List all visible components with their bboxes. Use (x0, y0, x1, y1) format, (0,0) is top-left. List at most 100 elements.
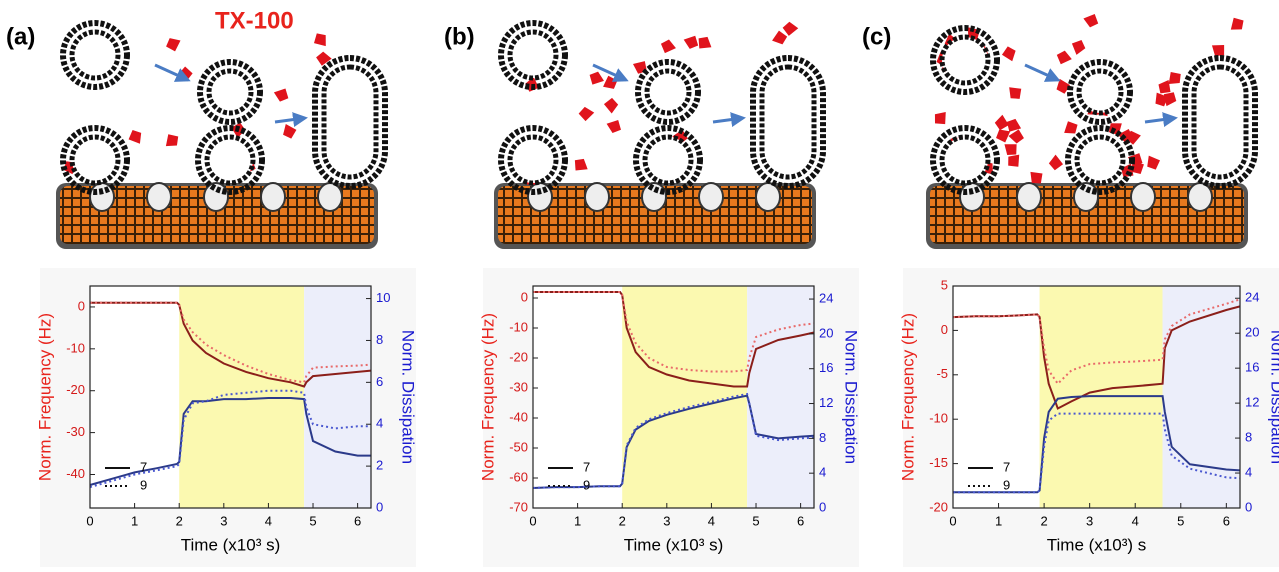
y-tick-label: -20 (66, 382, 85, 397)
vesicle-inner (1076, 68, 1124, 116)
illustrations (56, 13, 1258, 249)
x-axis-label: Time (x10³ s) (181, 535, 281, 554)
shaded-region (747, 286, 814, 508)
legend-label: 7 (1003, 459, 1010, 474)
y2-tick-label: 8 (819, 430, 826, 445)
vesicle-inner (1191, 64, 1249, 180)
detergent (1001, 46, 1016, 62)
x-tick-label: 1 (574, 513, 581, 528)
panel-label: (a) (6, 23, 35, 50)
detergent (1048, 154, 1064, 171)
vesicle-inner (69, 29, 121, 81)
y2-tick-label: 24 (819, 290, 833, 305)
panel-label: (c) (862, 23, 891, 50)
x-tick-label: 3 (1086, 513, 1093, 528)
y2-tick-label: 24 (1245, 290, 1259, 305)
y2-tick-label: 20 (1245, 325, 1259, 340)
vesicle (1067, 59, 1133, 125)
series-line (533, 291, 815, 373)
x-tick-label: 4 (708, 513, 715, 528)
detergent (578, 106, 595, 122)
vesicle (197, 59, 263, 125)
vesicle (60, 20, 130, 90)
detergent (994, 114, 1009, 131)
y2-tick-label: 12 (1245, 395, 1259, 410)
arrow (274, 112, 308, 128)
receptor (1187, 182, 1213, 212)
series-line (89, 397, 371, 486)
detergent (1071, 40, 1086, 55)
detergent (128, 130, 142, 144)
y-tick-label: 0 (521, 289, 528, 304)
receptor (1073, 182, 1099, 212)
y2-tick-label: 16 (1245, 360, 1259, 375)
detergent (1008, 129, 1024, 144)
vesicle-inner (321, 64, 379, 180)
detergent (1056, 50, 1072, 65)
detergent (1056, 78, 1071, 94)
x-tick-label: 5 (309, 513, 316, 528)
detergent (934, 112, 946, 125)
detergent (1064, 121, 1078, 134)
detergent (1230, 17, 1244, 30)
substrate (930, 186, 1244, 244)
y2-tick-label: 0 (376, 499, 383, 514)
vesicle-inner (642, 134, 694, 186)
y-tick-label: -60 (509, 469, 528, 484)
y-axis-label: Norm. Frequency (Hz) (898, 313, 917, 481)
detergent (1004, 144, 1017, 155)
y-tick-label: 5 (941, 277, 948, 292)
detergent (1030, 171, 1043, 184)
y2-tick-label: 4 (1245, 464, 1252, 479)
y2-tick-label: 4 (819, 465, 826, 480)
x-tick-label: 1 (995, 513, 1002, 528)
vesicle-inner (206, 68, 254, 116)
x-tick-label: 6 (797, 513, 804, 528)
series-line (952, 298, 1241, 386)
x-tick-label: 4 (1132, 513, 1139, 528)
y-tick-label: -10 (66, 340, 85, 355)
shaded-region (622, 286, 748, 508)
detergent (316, 51, 332, 66)
arrow (1024, 63, 1061, 82)
x-tick-label: 6 (1223, 513, 1230, 528)
y2-tick-label: 0 (819, 499, 826, 514)
receptor (698, 182, 724, 212)
x-tick-label: 3 (663, 513, 670, 528)
receptor (584, 182, 610, 212)
vesicle-inner (204, 134, 256, 186)
annotation: TX-100 (215, 7, 294, 34)
plot-frame (952, 285, 1241, 509)
plot-frame (532, 285, 815, 509)
detergent (1008, 154, 1020, 167)
arrow (1144, 112, 1178, 128)
detergent (313, 33, 326, 47)
arrow (592, 63, 629, 82)
y2-tick-label: 8 (376, 332, 383, 347)
vesicle (750, 55, 826, 189)
receptor (146, 182, 172, 212)
detergent (283, 124, 297, 139)
receptor (260, 182, 286, 212)
y2-axis-label: Norm. Dissipation (842, 330, 861, 464)
x-tick-label: 0 (529, 513, 536, 528)
detergent (683, 35, 699, 49)
vesicle (1065, 125, 1135, 195)
detergent (1211, 45, 1225, 56)
vesicle-inner (69, 134, 121, 186)
y2-tick-label: 16 (819, 360, 833, 375)
y-tick-label: -30 (509, 379, 528, 394)
x-tick-label: 3 (220, 513, 227, 528)
detergent (606, 120, 621, 134)
y-tick-label: 0 (941, 322, 948, 337)
detergent (772, 30, 788, 45)
arrow (712, 112, 746, 128)
detergent (166, 38, 181, 52)
receptor (755, 182, 781, 212)
series-line (532, 392, 815, 489)
y2-tick-label: 0 (1245, 499, 1252, 514)
detergent (660, 39, 676, 54)
arrow (154, 63, 191, 82)
substrate (498, 186, 812, 244)
